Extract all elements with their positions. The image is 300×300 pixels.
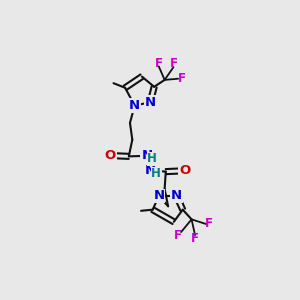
Text: F: F xyxy=(174,229,182,242)
Text: O: O xyxy=(179,164,190,177)
Text: O: O xyxy=(104,149,116,162)
Text: N: N xyxy=(141,149,152,162)
Text: N: N xyxy=(145,96,156,109)
Text: N: N xyxy=(129,99,140,112)
Text: F: F xyxy=(155,57,163,70)
Text: N: N xyxy=(153,189,164,203)
Text: F: F xyxy=(191,232,199,245)
Text: N: N xyxy=(145,164,156,177)
Text: F: F xyxy=(169,57,178,70)
Text: F: F xyxy=(177,72,185,85)
Text: H: H xyxy=(147,152,157,165)
Text: H: H xyxy=(151,167,161,180)
Text: F: F xyxy=(205,218,213,230)
Text: N: N xyxy=(171,189,182,203)
